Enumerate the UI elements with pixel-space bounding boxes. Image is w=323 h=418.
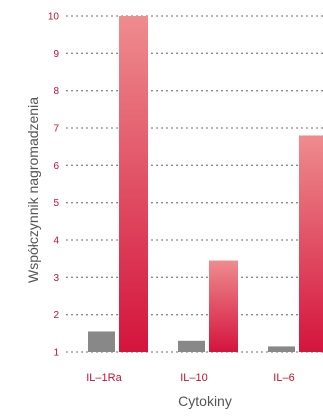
- x-tick-labels: IL–1Ra IL–10 IL–6: [86, 372, 294, 384]
- bar-red: [209, 260, 238, 352]
- y-tick-label: 7: [53, 124, 59, 135]
- y-tick-label: 6: [53, 161, 59, 172]
- x-tick-label: IL–6: [273, 372, 294, 384]
- y-tick-label: 2: [53, 310, 59, 321]
- y-tick-label: 10: [48, 12, 60, 23]
- bar-red: [119, 16, 148, 352]
- y-tick-labels: 1 2 3 4 5 6 7 8 9 10: [48, 12, 60, 359]
- bar-grey: [268, 346, 295, 352]
- gridlines: [66, 15, 323, 353]
- y-tick-label: 9: [53, 49, 59, 60]
- x-axis-title: Cytokiny: [178, 393, 232, 409]
- y-tick-label: 4: [53, 236, 59, 247]
- y-tick-label: 8: [53, 86, 59, 97]
- bar-red: [299, 135, 323, 352]
- y-tick-label: 5: [53, 198, 59, 209]
- x-tick-label: IL–10: [180, 372, 208, 384]
- x-tick-label: IL–1Ra: [86, 372, 122, 384]
- y-axis-title: Współczynnik nagromadzenia: [25, 97, 41, 283]
- y-tick-label: 1: [53, 348, 59, 359]
- y-tick-label: 3: [53, 273, 59, 284]
- bar-grey: [88, 331, 115, 352]
- bar-grey: [178, 340, 205, 352]
- bars: [88, 16, 323, 352]
